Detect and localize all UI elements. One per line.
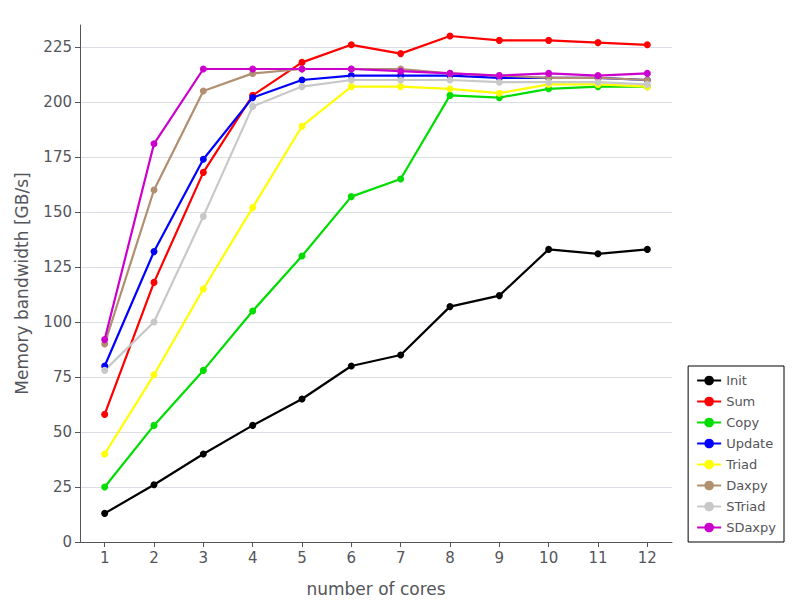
svg-text:0: 0: [62, 533, 72, 551]
svg-text:12: 12: [638, 549, 657, 567]
svg-text:225: 225: [43, 38, 72, 56]
svg-text:number of cores: number of cores: [306, 579, 445, 599]
svg-text:Sum: Sum: [726, 394, 755, 409]
svg-text:150: 150: [43, 203, 72, 221]
svg-text:10: 10: [539, 549, 558, 567]
svg-text:50: 50: [53, 423, 72, 441]
svg-text:4: 4: [248, 549, 258, 567]
svg-text:11: 11: [588, 549, 607, 567]
svg-text:25: 25: [53, 478, 72, 496]
svg-text:200: 200: [43, 93, 72, 111]
svg-text:125: 125: [43, 258, 72, 276]
svg-text:2: 2: [149, 549, 159, 567]
svg-text:8: 8: [445, 549, 455, 567]
svg-text:Memory bandwidth [GB/s]: Memory bandwidth [GB/s]: [12, 172, 32, 394]
svg-text:6: 6: [347, 549, 357, 567]
svg-text:100: 100: [43, 313, 72, 331]
svg-text:175: 175: [43, 148, 72, 166]
svg-text:7: 7: [396, 549, 406, 567]
svg-text:Triad: Triad: [725, 457, 757, 472]
svg-text:1: 1: [100, 549, 110, 567]
svg-text:SDaxpy: SDaxpy: [726, 520, 776, 535]
svg-text:STriad: STriad: [726, 499, 765, 514]
svg-text:Daxpy: Daxpy: [726, 478, 768, 493]
svg-text:Copy: Copy: [726, 415, 759, 430]
svg-text:75: 75: [53, 368, 72, 386]
svg-text:Init: Init: [726, 373, 747, 388]
svg-text:Update: Update: [726, 436, 773, 451]
svg-text:9: 9: [495, 549, 505, 567]
svg-text:3: 3: [199, 549, 209, 567]
svg-text:5: 5: [297, 549, 307, 567]
